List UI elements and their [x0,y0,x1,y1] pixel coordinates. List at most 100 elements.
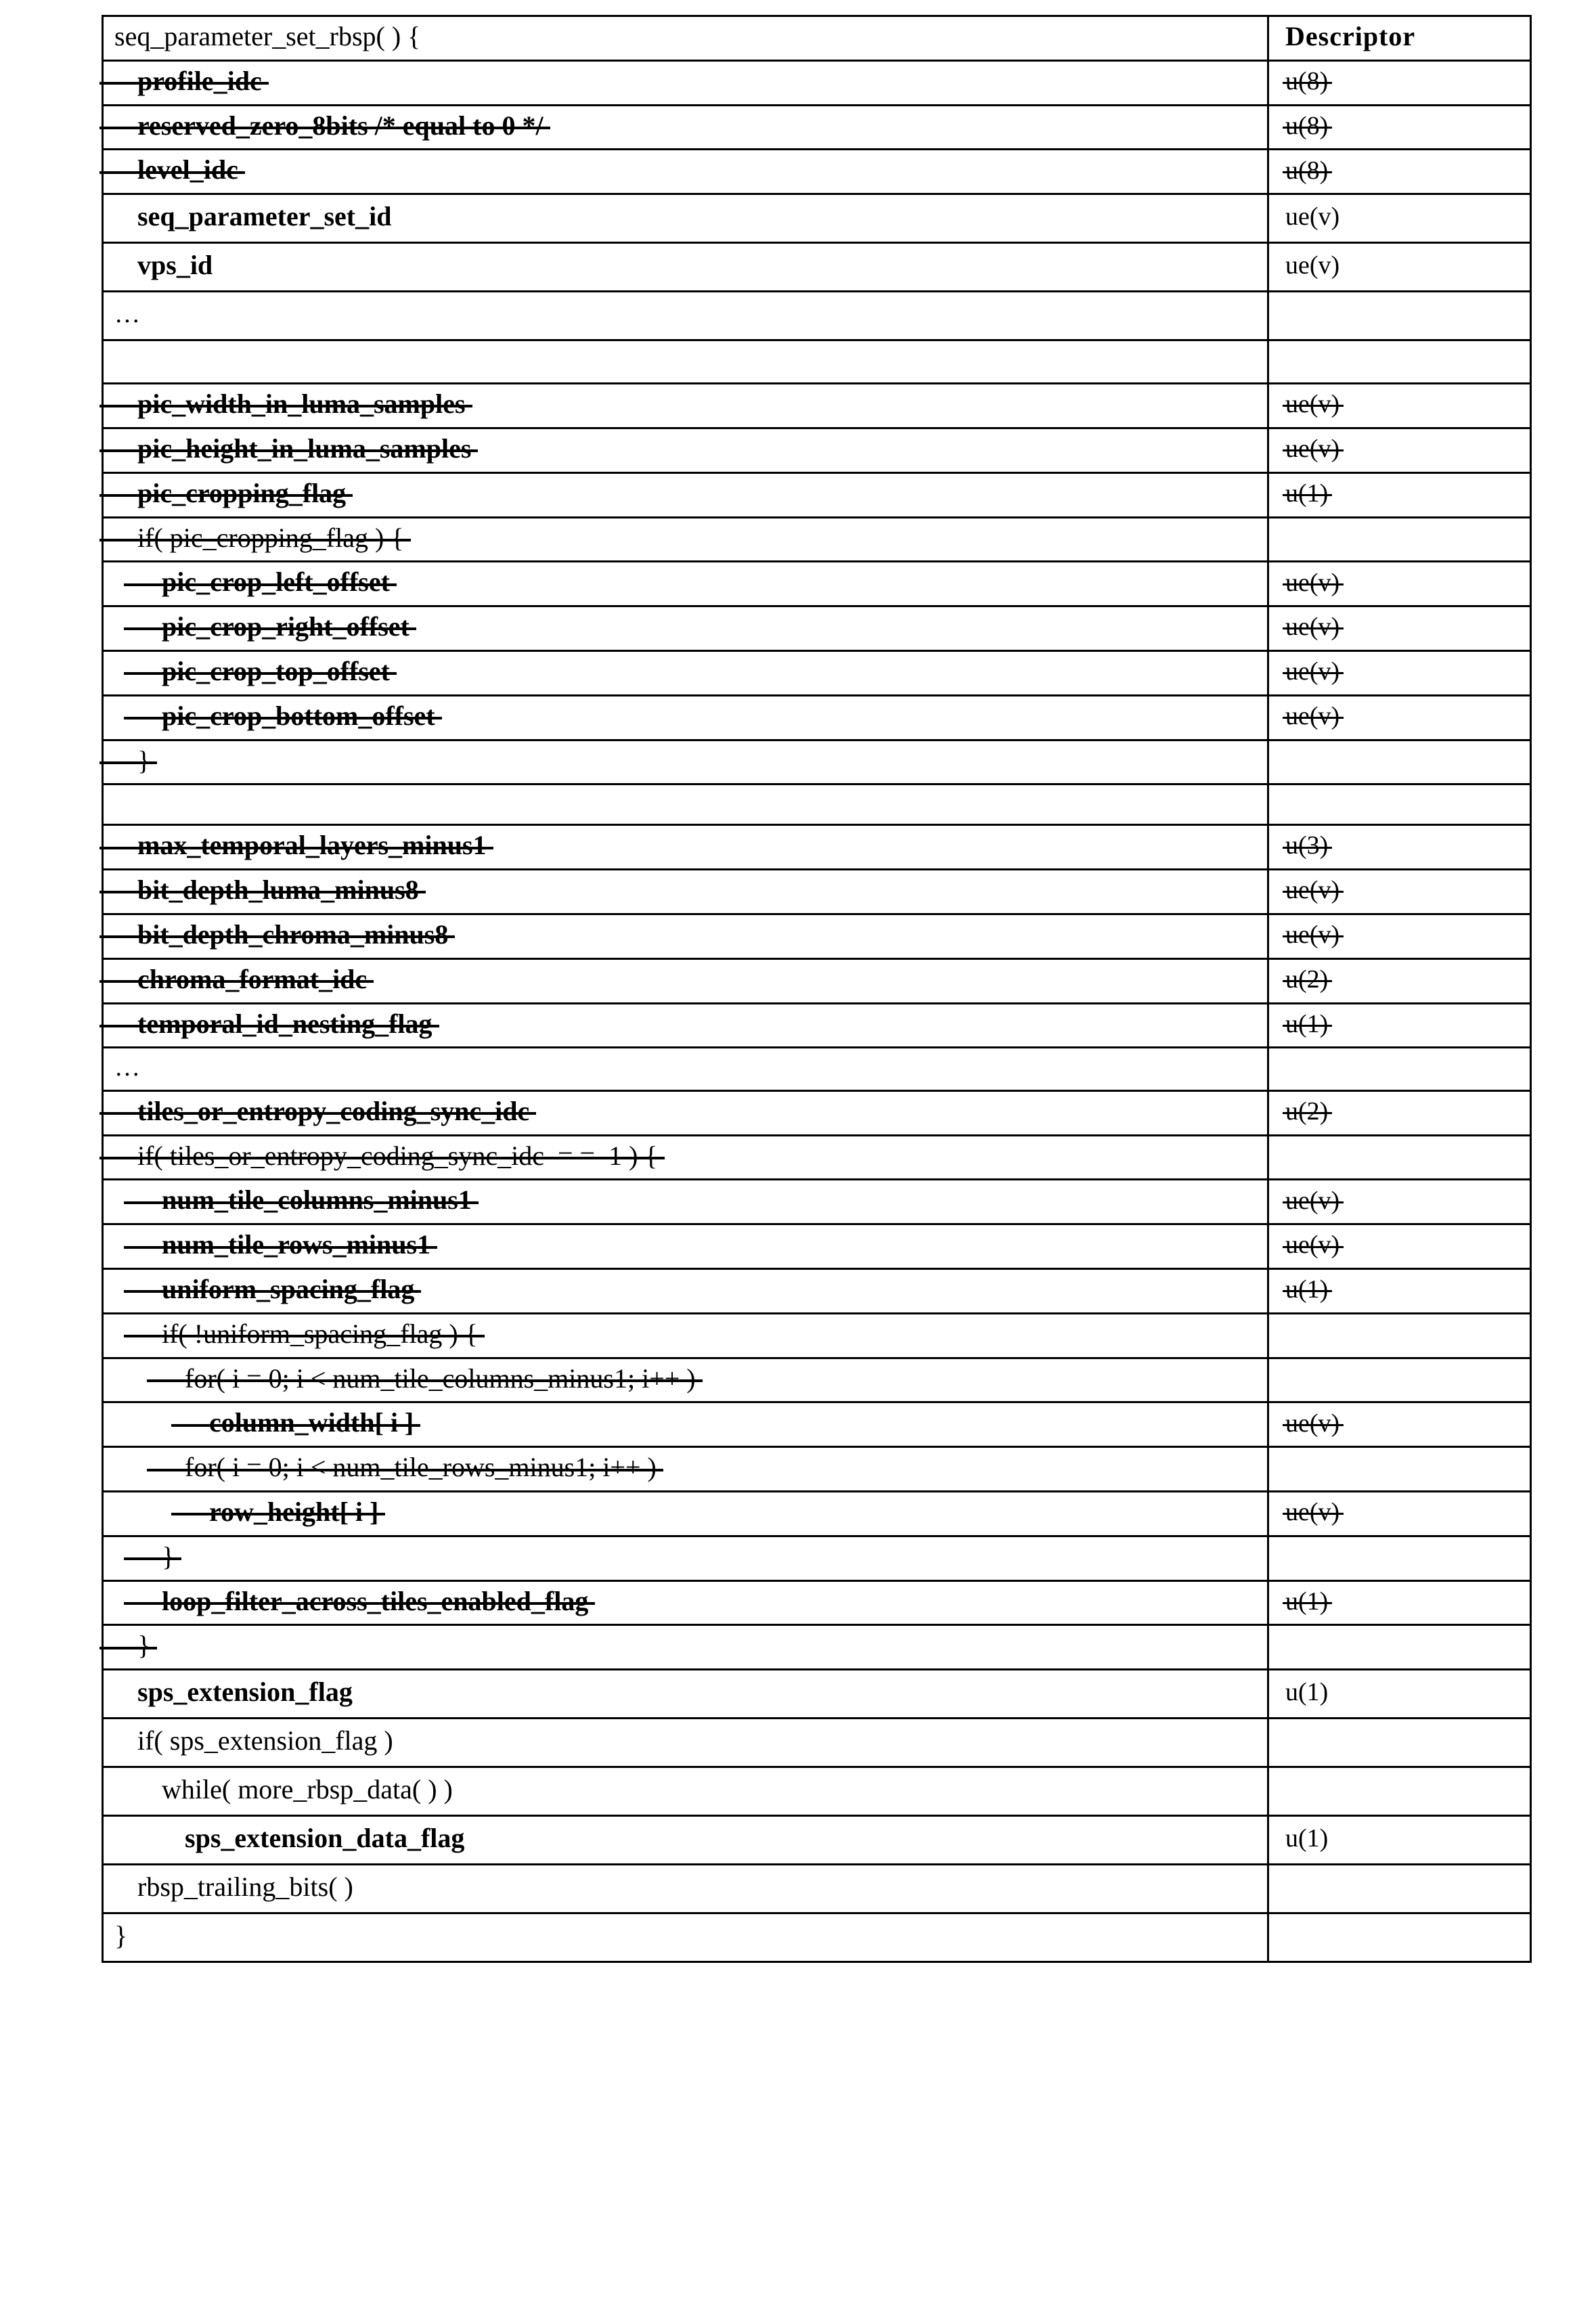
syntax-statement: for( i = 0; i < num_tile_rows_minus1; i+… [185,1453,657,1483]
syntax-cell: vps_id [103,243,1268,292]
function-signature: seq_parameter_set_rbsp( ) { [114,22,420,52]
syntax-element-name: tiles_or_entropy_coding_sync_idc [137,1096,529,1127]
syntax-element-name: sps_extension_data_flag [185,1823,464,1854]
table-row: vps_id ue(v) [103,243,1531,292]
descriptor-value: ue(v) [1285,202,1339,231]
descriptor-value: ue(v) [1285,876,1339,905]
descriptor-cell: ue(v) [1268,384,1531,428]
syntax-element-name: seq_parameter_set_id [137,202,391,232]
table-row: tiles_or_entropy_coding_sync_idc u(2) [103,1090,1531,1135]
descriptor-cell [1268,1358,1531,1402]
syntax-cell [103,784,1268,825]
syntax-element-name: bit_depth_chroma_minus8 [137,920,448,950]
syntax-element-name: bit_depth_luma_minus8 [137,875,419,906]
syntax-statement: rbsp_trailing_bits( ) [137,1872,353,1903]
syntax-cell: if( sps_extension_flag ) [103,1719,1268,1767]
descriptor-cell: ue(v) [1268,870,1531,914]
table-row: temporal_id_nesting_flag u(1) [103,1003,1531,1048]
syntax-cell: column_width[ i ] [103,1402,1268,1447]
syntax-cell: uniform_spacing_flag [103,1269,1268,1314]
syntax-element-name: sps_extension_flag [137,1677,353,1708]
syntax-cell: tiles_or_entropy_coding_sync_idc [103,1090,1268,1135]
descriptor-cell [1268,1913,1531,1962]
table-row: level_idc u(8) [103,150,1531,194]
syntax-cell: for( i = 0; i < num_tile_columns_minus1;… [103,1358,1268,1402]
syntax-cell: if( !uniform_spacing_flag ) { [103,1313,1268,1358]
syntax-cell: bit_depth_chroma_minus8 [103,914,1268,958]
descriptor-value: u(3) [1285,831,1328,860]
descriptor-value: ue(v) [1285,657,1339,686]
ellipsis-marker: … [114,300,143,329]
syntax-cell: sps_extension_flag [103,1670,1268,1719]
descriptor-cell: u(8) [1268,150,1531,194]
descriptor-cell: ue(v) [1268,243,1531,292]
syntax-cell: pic_crop_left_offset [103,562,1268,606]
table-row: while( more_rbsp_data( ) ) [103,1767,1531,1816]
header-descriptor-cell: Descriptor [1268,16,1531,61]
descriptor-value: ue(v) [1285,435,1339,464]
table-row: profile_idcu(8) [103,60,1531,105]
descriptor-cell [1268,1447,1531,1492]
syntax-cell: if( tiles_or_entropy_coding_sync_idc = =… [103,1135,1268,1180]
descriptor-value: u(1) [1285,1010,1328,1039]
syntax-statement: while( more_rbsp_data( ) ) [162,1775,453,1805]
syntax-element-name: level_idc [137,155,238,185]
descriptor-value: u(1) [1285,479,1328,508]
syntax-element-name: pic_height_in_luma_samples [137,434,471,464]
table-row: } [103,1625,1531,1670]
syntax-cell: chroma_format_idc [103,958,1268,1003]
syntax-element-name: loop_filter_across_tiles_enabled_flag [162,1587,588,1617]
table-row: if( tiles_or_entropy_coding_sync_idc = =… [103,1135,1531,1180]
descriptor-cell: ue(v) [1268,428,1531,472]
table-row: max_temporal_layers_minus1u(3) [103,825,1531,870]
syntax-cell: temporal_id_nesting_flag [103,1003,1268,1048]
table-row: bit_depth_chroma_minus8ue(v) [103,914,1531,958]
descriptor-cell: u(3) [1268,825,1531,870]
syntax-element-name: pic_crop_top_offset [162,657,390,687]
syntax-element-name: uniform_spacing_flag [162,1275,414,1305]
descriptor-cell [1268,340,1531,384]
descriptor-value: ue(v) [1285,251,1339,280]
syntax-cell: } [103,1625,1268,1670]
syntax-cell: num_tile_rows_minus1 [103,1224,1268,1269]
descriptor-value: ue(v) [1285,613,1339,642]
descriptor-column-header: Descriptor [1285,22,1415,52]
descriptor-value: u(1) [1285,1824,1328,1853]
table-header-row: seq_parameter_set_rbsp( ) { Descriptor [103,16,1531,61]
syntax-cell: bit_depth_luma_minus8 [103,870,1268,914]
descriptor-value: u(1) [1285,1587,1328,1616]
table-row: } [103,740,1531,784]
table-row: if( pic_cropping_flag ) { [103,517,1531,562]
syntax-cell: rbsp_trailing_bits( ) [103,1865,1268,1913]
descriptor-cell: ue(v) [1268,1224,1531,1269]
table-row: sps_extension_data_flag u(1) [103,1816,1531,1865]
descriptor-value: ue(v) [1285,1187,1339,1216]
syntax-element-name: pic_cropping_flag [137,479,346,509]
descriptor-value: u(2) [1285,1097,1328,1126]
table-row: uniform_spacing_flag u(1) [103,1269,1531,1314]
descriptor-cell: u(1) [1268,1269,1531,1314]
syntax-cell: } [103,1536,1268,1580]
table-row: pic_crop_left_offset ue(v) [103,562,1531,606]
descriptor-cell [1268,292,1531,340]
syntax-cell: pic_width_in_luma_samples [103,384,1268,428]
table-row: bit_depth_luma_minus8 ue(v) [103,870,1531,914]
table-row: pic_cropping_flag u(1) [103,472,1531,517]
descriptor-cell: ue(v) [1268,606,1531,651]
descriptor-value: u(2) [1285,965,1328,994]
syntax-cell: sps_extension_data_flag [103,1816,1268,1865]
descriptor-cell: ue(v) [1268,194,1531,243]
syntax-element-name: vps_id [137,250,213,281]
syntax-cell: for( i = 0; i < num_tile_rows_minus1; i+… [103,1447,1268,1492]
syntax-cell: pic_crop_bottom_offset [103,695,1268,740]
table-row: } [103,1536,1531,1580]
descriptor-value: ue(v) [1285,569,1339,598]
table-row: … [103,292,1531,340]
syntax-cell: num_tile_columns_minus1 [103,1180,1268,1224]
syntax-cell: reserved_zero_8bits /* equal to 0 */ [103,105,1268,150]
syntax-statement: for( i = 0; i < num_tile_columns_minus1;… [185,1364,696,1394]
descriptor-cell [1268,517,1531,562]
descriptor-cell [1268,1625,1531,1670]
table-row: if( !uniform_spacing_flag ) { [103,1313,1531,1358]
descriptor-cell [1268,1865,1531,1913]
